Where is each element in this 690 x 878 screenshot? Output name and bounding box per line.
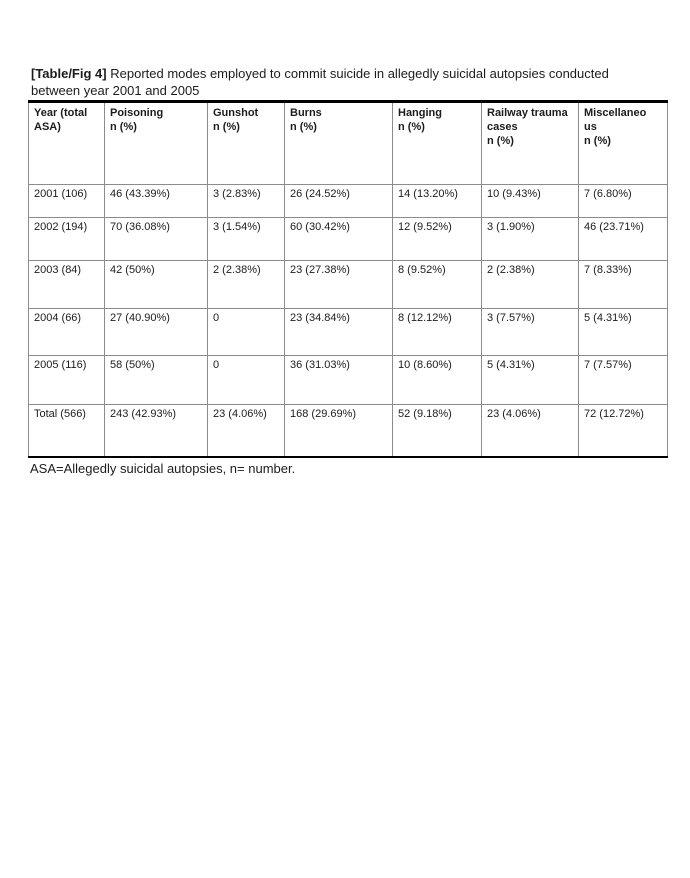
cell-miscellaneous: 7 (8.33%) — [578, 260, 668, 309]
column-header-sub: n (%) — [213, 121, 240, 133]
cell-burns: 23 (34.84%) — [284, 308, 393, 356]
column-header-label: Year (total ASA) — [34, 107, 88, 133]
cell-burns: 36 (31.03%) — [284, 355, 393, 405]
cell-hanging: 8 (12.12%) — [392, 308, 482, 356]
cell-railway: 2 (2.38%) — [481, 260, 579, 309]
cell-railway: 3 (1.90%) — [481, 217, 579, 261]
table-footnote: ASA=Allegedly suicidal autopsies, n= num… — [30, 461, 296, 476]
table-row-2003: 2003 (84) 42 (50%) 2 (2.38%) 23 (27.38%)… — [28, 260, 668, 309]
cell-miscellaneous: 46 (23.71%) — [578, 217, 668, 261]
cell-poisoning: 42 (50%) — [104, 260, 208, 309]
cell-railway: 3 (7.57%) — [481, 308, 579, 356]
table-row-2001: 2001 (106) 46 (43.39%) 3 (2.83%) 26 (24.… — [28, 184, 668, 218]
cell-poisoning: 27 (40.90%) — [104, 308, 208, 356]
cell-railway: 10 (9.43%) — [481, 184, 579, 218]
table-row-2004: 2004 (66) 27 (40.90%) 0 23 (34.84%) 8 (1… — [28, 308, 668, 356]
column-header-gunshot: Gunshot n (%) — [207, 101, 285, 185]
cell-gunshot: 0 — [207, 355, 285, 405]
column-header-label: Gunshot — [213, 107, 259, 119]
column-header-burns: Burns n (%) — [284, 101, 393, 185]
column-header-hanging: Hanging n (%) — [392, 101, 482, 185]
cell-miscellaneous: 7 (6.80%) — [578, 184, 668, 218]
table-row-total: Total (566) 243 (42.93%) 23 (4.06%) 168 … — [28, 404, 668, 457]
column-header-poisoning: Poisoning n (%) — [104, 101, 208, 185]
table-header-row: Year (total ASA) Poisoning n (%) Gunshot… — [28, 101, 668, 185]
column-header-railway: Railway trauma cases n (%) — [481, 101, 579, 185]
cell-year: 2003 (84) — [28, 260, 105, 309]
column-header-sub: n (%) — [110, 121, 137, 133]
column-header-sub: n (%) — [487, 135, 514, 147]
cell-gunshot: 23 (4.06%) — [207, 404, 285, 457]
cell-hanging: 52 (9.18%) — [392, 404, 482, 457]
column-header-label: Miscellaneous — [584, 107, 647, 133]
column-header-label: Hanging — [398, 107, 442, 119]
cell-burns: 60 (30.42%) — [284, 217, 393, 261]
table-caption-text: Reported modes employed to commit suicid… — [31, 66, 609, 98]
cell-hanging: 10 (8.60%) — [392, 355, 482, 405]
cell-miscellaneous: 5 (4.31%) — [578, 308, 668, 356]
table-row-2002: 2002 (194) 70 (36.08%) 3 (1.54%) 60 (30.… — [28, 217, 668, 261]
cell-railway: 5 (4.31%) — [481, 355, 579, 405]
table-row-2005: 2005 (116) 58 (50%) 0 36 (31.03%) 10 (8.… — [28, 355, 668, 405]
cell-burns: 168 (29.69%) — [284, 404, 393, 457]
cell-railway: 23 (4.06%) — [481, 404, 579, 457]
cell-poisoning: 58 (50%) — [104, 355, 208, 405]
column-header-sub: n (%) — [290, 121, 317, 133]
column-header-label: Poisoning — [110, 107, 164, 119]
cell-gunshot: 3 (2.83%) — [207, 184, 285, 218]
cell-gunshot: 0 — [207, 308, 285, 356]
cell-miscellaneous: 7 (7.57%) — [578, 355, 668, 405]
column-header-label: Burns — [290, 107, 322, 119]
cell-hanging: 12 (9.52%) — [392, 217, 482, 261]
column-header-sub: n (%) — [584, 135, 611, 147]
cell-year: 2005 (116) — [28, 355, 105, 405]
cell-year: 2002 (194) — [28, 217, 105, 261]
column-header-miscellaneous: Miscellaneous n (%) — [578, 101, 668, 185]
cell-miscellaneous: 72 (12.72%) — [578, 404, 668, 457]
column-header-label: Railway trauma cases — [487, 107, 568, 133]
table-caption: [Table/Fig 4] Reported modes employed to… — [31, 65, 635, 99]
column-header-year: Year (total ASA) — [28, 101, 105, 185]
suicide-modes-table: Year (total ASA) Poisoning n (%) Gunshot… — [28, 100, 668, 458]
cell-year: 2004 (66) — [28, 308, 105, 356]
cell-hanging: 8 (9.52%) — [392, 260, 482, 309]
cell-gunshot: 2 (2.38%) — [207, 260, 285, 309]
cell-gunshot: 3 (1.54%) — [207, 217, 285, 261]
cell-burns: 26 (24.52%) — [284, 184, 393, 218]
table-caption-tag: [Table/Fig 4] — [31, 66, 107, 81]
cell-poisoning: 46 (43.39%) — [104, 184, 208, 218]
cell-year: 2001 (106) — [28, 184, 105, 218]
cell-poisoning: 243 (42.93%) — [104, 404, 208, 457]
cell-hanging: 14 (13.20%) — [392, 184, 482, 218]
cell-burns: 23 (27.38%) — [284, 260, 393, 309]
cell-poisoning: 70 (36.08%) — [104, 217, 208, 261]
cell-year: Total (566) — [28, 404, 105, 457]
column-header-sub: n (%) — [398, 121, 425, 133]
